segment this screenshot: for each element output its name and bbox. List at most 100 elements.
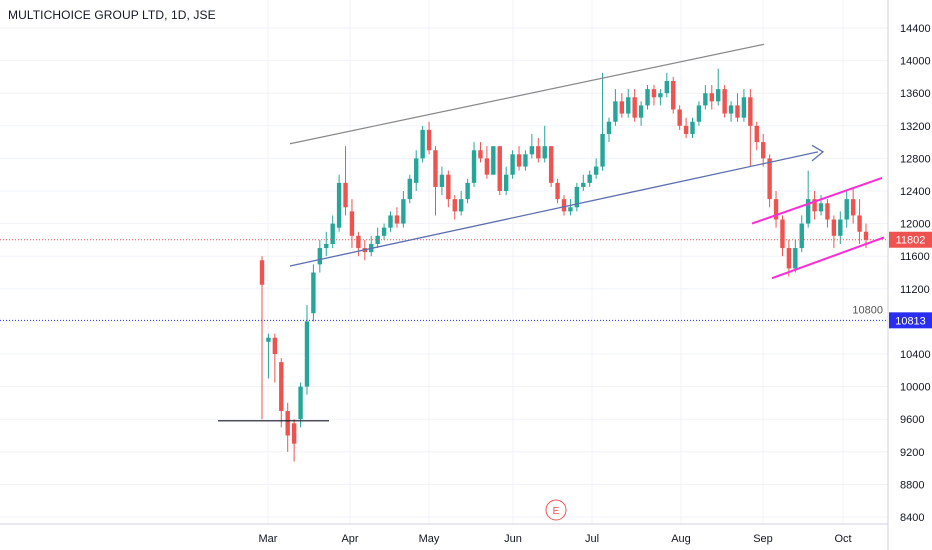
candle-body bbox=[574, 186, 580, 208]
candle-body bbox=[831, 219, 837, 236]
y-tick-label: 12800 bbox=[900, 153, 931, 165]
candle-body bbox=[375, 235, 380, 244]
candle-body bbox=[626, 97, 631, 114]
candle-body bbox=[439, 174, 445, 187]
lower-trend-line bbox=[289, 151, 819, 267]
last-price-badge bbox=[889, 231, 932, 248]
candle-body bbox=[696, 105, 702, 122]
candle-body bbox=[465, 182, 470, 200]
candle-body bbox=[272, 337, 278, 354]
candle-body bbox=[529, 146, 535, 155]
y-tick-label: 9600 bbox=[900, 414, 924, 426]
x-tick-label: Aug bbox=[671, 533, 691, 545]
x-tick-label: Oct bbox=[834, 533, 851, 545]
y-tick-label: 11200 bbox=[900, 284, 930, 296]
pink-channel-lower bbox=[771, 236, 885, 280]
candle-body bbox=[690, 121, 695, 134]
candle-body bbox=[606, 121, 612, 134]
hline-badge bbox=[889, 312, 932, 329]
y-tick-label: 13600 bbox=[900, 88, 931, 100]
candle-body bbox=[324, 243, 329, 249]
y-tick-label: 8800 bbox=[900, 479, 924, 491]
candle-body bbox=[458, 199, 464, 212]
candle-body bbox=[683, 125, 689, 134]
event-marker bbox=[545, 499, 567, 521]
x-tick-label: Jul bbox=[585, 533, 599, 545]
candle-body bbox=[356, 235, 361, 249]
candle-body bbox=[542, 146, 547, 159]
candle-body bbox=[298, 386, 303, 420]
candle-body bbox=[304, 321, 310, 387]
candle-body bbox=[863, 231, 869, 240]
candle-body bbox=[471, 150, 477, 183]
candle-body bbox=[503, 174, 509, 191]
y-tick-label: 12400 bbox=[900, 186, 931, 198]
grid bbox=[0, 0, 888, 524]
candle-body bbox=[311, 272, 316, 314]
y-tick-label: 9200 bbox=[900, 447, 924, 459]
candle-body bbox=[632, 97, 637, 118]
candle-body bbox=[600, 133, 605, 167]
candle-body bbox=[330, 223, 335, 244]
candle-body bbox=[426, 129, 432, 151]
candle-body bbox=[587, 174, 592, 183]
candle-body bbox=[555, 182, 560, 200]
candle-body bbox=[593, 166, 599, 175]
candle-body bbox=[780, 219, 785, 249]
candle-body bbox=[638, 105, 644, 118]
candle-body bbox=[838, 219, 843, 236]
candle-body bbox=[420, 129, 425, 159]
trend-arrowhead bbox=[811, 144, 825, 162]
candle-body bbox=[516, 154, 522, 167]
candle-body bbox=[741, 97, 747, 118]
candle-body bbox=[317, 248, 323, 265]
y-tick-label: 10400 bbox=[900, 349, 931, 361]
candle-body bbox=[523, 154, 528, 167]
candle-body bbox=[825, 203, 830, 220]
candle-body bbox=[671, 80, 676, 110]
candle-body bbox=[568, 207, 573, 212]
candle-body bbox=[805, 199, 811, 224]
x-tick-label: Apr bbox=[341, 533, 358, 545]
candle-body bbox=[381, 227, 387, 236]
candle-body bbox=[510, 154, 515, 175]
y-tick-label: 12000 bbox=[900, 219, 931, 231]
candle-body bbox=[266, 337, 271, 342]
candle-body bbox=[677, 109, 682, 126]
y-tick-label: 11600 bbox=[900, 251, 930, 263]
chart-title: MULTICHOICE GROUP LTD, 1D, JSE bbox=[8, 8, 216, 22]
candle-body bbox=[452, 199, 457, 212]
candle-body bbox=[844, 199, 849, 220]
candle-body bbox=[491, 146, 496, 175]
candle-body bbox=[478, 150, 483, 159]
candle-body bbox=[658, 93, 663, 98]
candle-body bbox=[259, 260, 265, 285]
candle-body bbox=[709, 93, 714, 102]
candle-body bbox=[703, 93, 708, 106]
candle-body bbox=[850, 199, 856, 216]
candle-body bbox=[613, 101, 618, 122]
candle-body bbox=[748, 97, 753, 126]
candle-body bbox=[818, 203, 824, 212]
candle-body bbox=[561, 199, 567, 212]
candle-body bbox=[484, 158, 490, 175]
candle-body bbox=[497, 146, 502, 191]
candle-body bbox=[414, 158, 419, 183]
y-tick-label: 14400 bbox=[900, 23, 931, 35]
candle-body bbox=[446, 174, 451, 200]
candle-body bbox=[581, 182, 586, 187]
y-tick-label: 8400 bbox=[900, 512, 924, 524]
candle-body bbox=[388, 215, 393, 228]
y-tick-label: 14000 bbox=[900, 56, 931, 68]
candle-body bbox=[754, 125, 759, 143]
candle-body bbox=[773, 199, 779, 220]
candle-body bbox=[279, 362, 284, 412]
hline-label: 10813 bbox=[895, 315, 926, 327]
candle-body bbox=[664, 80, 670, 94]
candle-body bbox=[651, 89, 657, 98]
candle-body bbox=[394, 215, 400, 224]
candle-body bbox=[857, 215, 862, 232]
candle-body bbox=[767, 158, 772, 200]
